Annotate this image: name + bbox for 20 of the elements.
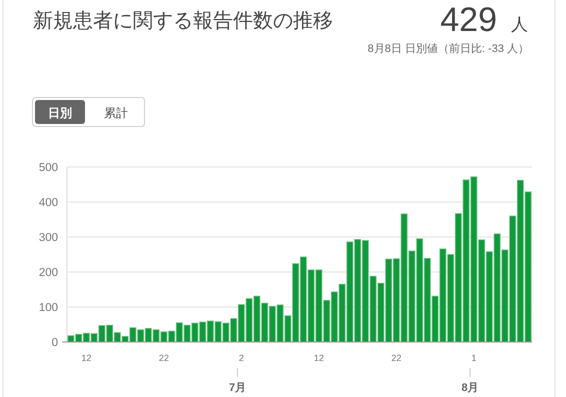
- x-tick-label: 12: [314, 353, 324, 363]
- x-tick-label: 1: [471, 353, 476, 363]
- y-tick-label: 300: [38, 232, 58, 244]
- text: 8月: [461, 382, 479, 394]
- y-tick-label: 0: [52, 337, 58, 349]
- text: 7月: [228, 382, 246, 394]
- text: 429: [440, 1, 497, 39]
- x-tick-label: 12: [81, 353, 92, 363]
- chart-title: 新規患者に関する報告件数の推移: [33, 10, 333, 32]
- y-tick-label: 500: [38, 162, 58, 174]
- text: 累計: [104, 106, 128, 120]
- text: 8月8日 日別値（前日比: -33 人）: [368, 42, 529, 55]
- text: 日別: [48, 106, 72, 120]
- x-tick-label: 22: [158, 353, 169, 363]
- y-tick-label: 400: [38, 197, 58, 209]
- x-tick-label: 2: [238, 353, 244, 363]
- text: 人: [511, 15, 528, 34]
- x-tick-label: 22: [391, 353, 402, 363]
- y-tick-label: 200: [38, 267, 58, 279]
- y-tick-label: 100: [38, 302, 58, 314]
